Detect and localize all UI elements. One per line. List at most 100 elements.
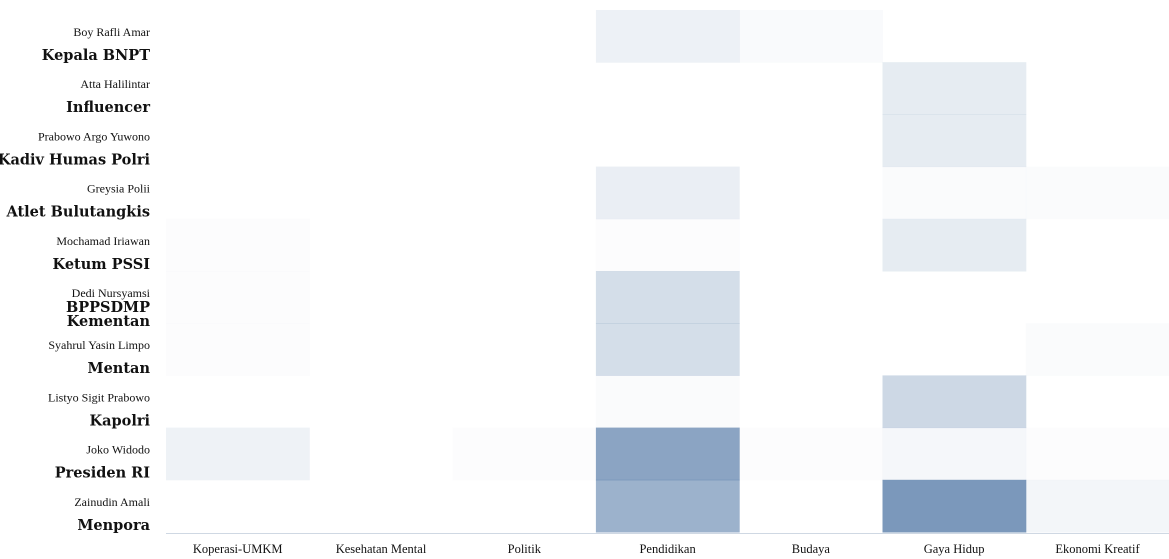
heatmap-cell bbox=[739, 323, 883, 376]
heatmap-cell bbox=[883, 271, 1027, 324]
heatmap-cell bbox=[1025, 479, 1169, 533]
column-label: Budaya bbox=[792, 542, 831, 556]
row-label-name: Mochamad Iriawan bbox=[56, 234, 150, 248]
column-label: Politik bbox=[508, 542, 542, 556]
heatmap-cell bbox=[166, 219, 310, 272]
heatmap-cell bbox=[166, 10, 310, 63]
heatmap-cell bbox=[882, 479, 1027, 533]
heatmap-cell bbox=[883, 167, 1027, 220]
heatmap-cell bbox=[882, 375, 1027, 429]
heatmap-cell bbox=[166, 427, 310, 481]
heatmap-cells bbox=[166, 10, 1169, 533]
heatmap-cell bbox=[882, 218, 1027, 272]
column-label: Gaya Hidup bbox=[924, 542, 985, 556]
heatmap-cell bbox=[166, 323, 310, 376]
heatmap-cell bbox=[309, 428, 453, 481]
row-label-name: Dedi Nursyamsi bbox=[72, 286, 151, 300]
row-label-title: Kementan bbox=[67, 313, 151, 330]
row-label-title: Presiden RI bbox=[55, 465, 150, 482]
heatmap-cell bbox=[882, 427, 1027, 481]
heatmap-cell bbox=[453, 114, 597, 167]
heatmap-cell bbox=[595, 10, 740, 63]
heatmap-cell bbox=[1026, 323, 1169, 376]
heatmap-cell bbox=[739, 167, 883, 220]
heatmap-cell bbox=[309, 480, 453, 533]
heatmap-cell bbox=[453, 167, 597, 220]
row-label-title: Atlet Bulutangkis bbox=[5, 204, 150, 221]
column-label: Pendidikan bbox=[639, 542, 696, 556]
heatmap-cell bbox=[1026, 271, 1169, 324]
row-label-title: Kepala BNPT bbox=[42, 47, 150, 64]
heatmap-cell bbox=[309, 219, 453, 272]
row-label-title: Mentan bbox=[88, 360, 151, 377]
row-label-title: Ketum PSSI bbox=[53, 256, 151, 273]
row-label-name: Prabowo Argo Yuwono bbox=[38, 129, 150, 143]
heatmap-cell bbox=[1026, 219, 1169, 272]
row-label-title: Kapolri bbox=[90, 412, 151, 429]
heatmap-cell bbox=[166, 375, 310, 428]
row-label-name: Zainudin Amali bbox=[74, 495, 150, 509]
heatmap-cell bbox=[453, 375, 597, 428]
heatmap-cell bbox=[596, 375, 740, 428]
heatmap-cell bbox=[739, 219, 883, 272]
row-label-title: Menpora bbox=[77, 517, 150, 534]
column-labels: Koperasi-UMKM Kesehatan Mental Politik Pend… bbox=[193, 542, 1141, 556]
heatmap-cell bbox=[739, 271, 883, 324]
row-label-name: Atta Halilintar bbox=[80, 77, 150, 91]
heatmap-cell bbox=[739, 10, 883, 63]
row-label-title: Influencer bbox=[66, 99, 150, 116]
heatmap-cell bbox=[1026, 428, 1169, 481]
column-label: Ekonomi Kreatif bbox=[1055, 542, 1140, 556]
heatmap-cell bbox=[595, 323, 740, 376]
heatmap-cell bbox=[882, 114, 1027, 168]
heatmap-cell bbox=[595, 427, 740, 481]
heatmap-cell bbox=[309, 62, 453, 115]
heatmap-cell bbox=[1026, 10, 1169, 63]
heatmap-cell bbox=[453, 323, 597, 376]
heatmap-cell bbox=[596, 114, 740, 167]
row-labels: Boy Rafli Amar Kepala BNPT Atta Halilintar… bbox=[0, 25, 151, 534]
row-label-name: Boy Rafli Amar bbox=[73, 25, 150, 39]
heatmap-cell bbox=[1026, 375, 1169, 428]
heatmap-cell bbox=[883, 10, 1027, 63]
column-label: Kesehatan Mental bbox=[336, 542, 427, 556]
heatmap-cell bbox=[453, 10, 597, 63]
heatmap-cell bbox=[309, 10, 453, 63]
heatmap-cell bbox=[883, 323, 1027, 376]
heatmap-cell bbox=[453, 480, 597, 533]
heatmap-cell bbox=[166, 480, 310, 533]
row-label-title: BPPSDMP bbox=[66, 299, 150, 316]
row-label-name: Greysia Polii bbox=[87, 182, 151, 196]
heatmap-cell bbox=[309, 167, 453, 220]
row-label-title: Kadiv Humas Polri bbox=[0, 151, 150, 168]
heatmap-cell bbox=[595, 271, 740, 324]
heatmap-cell bbox=[739, 480, 883, 533]
heatmap-cell bbox=[309, 114, 453, 167]
heatmap-cell bbox=[739, 375, 883, 428]
heatmap-cell bbox=[882, 62, 1027, 115]
heatmap-cell bbox=[453, 428, 597, 481]
row-label-name: Joko Widodo bbox=[86, 443, 150, 457]
heatmap-cell bbox=[166, 62, 310, 115]
heatmap-cell bbox=[166, 167, 310, 220]
heatmap-cell bbox=[166, 114, 310, 167]
heatmap-cell bbox=[309, 323, 453, 376]
heatmap-cell bbox=[1026, 167, 1169, 220]
heatmap-cell bbox=[739, 114, 883, 167]
heatmap-cell bbox=[595, 166, 740, 220]
heatmap-cell bbox=[596, 219, 740, 272]
heatmap-cell bbox=[596, 62, 740, 115]
heatmap-cell bbox=[453, 219, 597, 272]
row-label-name: Syahrul Yasin Limpo bbox=[48, 338, 150, 352]
heatmap-cell bbox=[739, 428, 883, 481]
heatmap-cell bbox=[166, 271, 310, 324]
heatmap-cell bbox=[739, 62, 883, 115]
heatmap-cell bbox=[1026, 62, 1169, 115]
heatmap-cell bbox=[1026, 114, 1169, 167]
heatmap-cell bbox=[309, 271, 453, 324]
heatmap-cell bbox=[309, 375, 453, 428]
heatmap-cell bbox=[453, 62, 597, 115]
heatmap-cell bbox=[595, 479, 740, 533]
row-label-name: Listyo Sigit Prabowo bbox=[48, 390, 150, 404]
